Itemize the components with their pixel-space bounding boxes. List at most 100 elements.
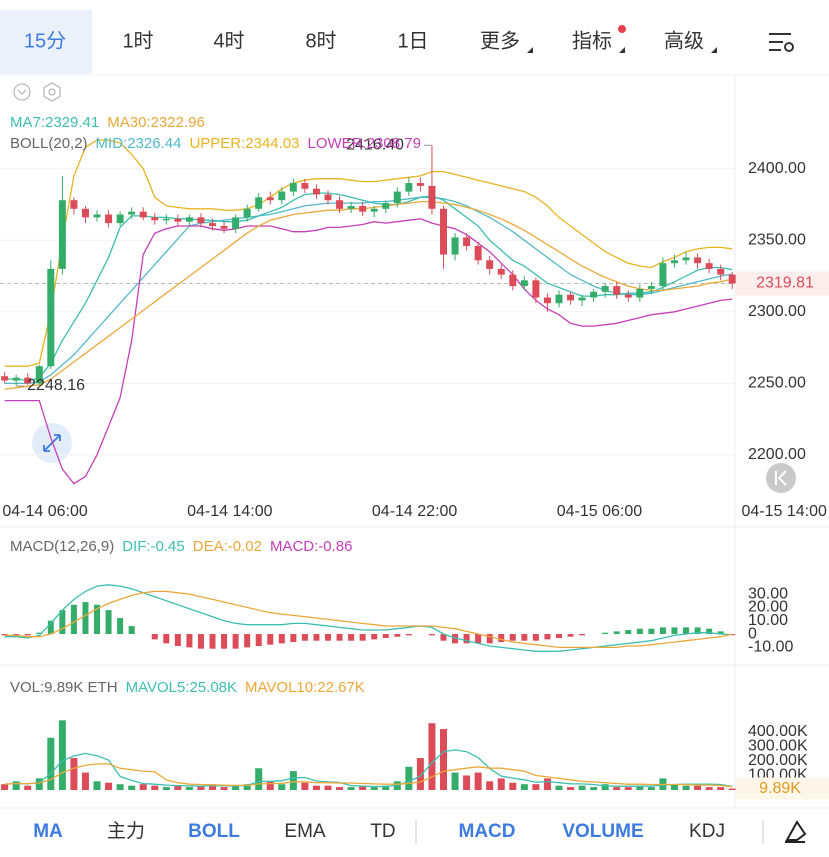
volume-bar — [728, 788, 736, 790]
candle-body — [324, 194, 332, 201]
macd-bar — [498, 634, 505, 643]
candle-body — [278, 191, 286, 201]
macd-bar — [244, 634, 251, 648]
volume-bar — [682, 785, 690, 790]
boll-line — [4, 196, 733, 385]
macd-bar — [671, 627, 678, 635]
candle-body — [1, 376, 9, 381]
volume-bar — [416, 758, 424, 790]
mavol-line — [4, 763, 733, 788]
volume-bar — [47, 737, 55, 790]
candle-body — [705, 263, 713, 269]
candle-body — [12, 377, 20, 381]
tab[interactable]: 更多 — [480, 29, 520, 52]
volume-bar — [151, 785, 159, 790]
macd-bar — [174, 634, 181, 647]
volume-bar — [439, 729, 447, 790]
tab[interactable]: 15分 — [24, 29, 66, 52]
macd-bar — [452, 634, 459, 644]
volume-bar — [232, 785, 240, 790]
boll-line — [4, 139, 733, 367]
macd-bar — [348, 634, 355, 641]
macd-bar — [694, 627, 701, 635]
volume-bar — [139, 784, 147, 790]
macd-bar — [313, 634, 320, 641]
settings-icon[interactable] — [769, 33, 794, 52]
x-tick-label: 04-14 14:00 — [187, 503, 273, 520]
candle-body — [370, 208, 378, 212]
macd-bar — [648, 628, 655, 635]
candle-body — [717, 268, 725, 275]
candle-body — [139, 211, 147, 218]
candle-body — [81, 208, 89, 218]
candle-body — [463, 237, 471, 246]
scroll-latest-button[interactable] — [766, 463, 796, 493]
macd-bar — [683, 627, 690, 635]
indicator-tab[interactable]: 主力 — [107, 820, 145, 842]
volume-bar — [58, 720, 66, 790]
expand-button[interactable] — [32, 423, 72, 463]
macd-bar — [555, 634, 562, 639]
tab[interactable]: 8时 — [305, 29, 336, 52]
y-tick-label: -10.00 — [748, 639, 793, 656]
candle-body — [185, 217, 193, 222]
legend-entry: MAVOL5:25.08K — [126, 679, 237, 696]
macd-bar — [706, 628, 713, 635]
x-tick-label: 04-14 06:00 — [2, 503, 88, 520]
macd-bar — [659, 627, 666, 635]
legend-entry: LOWER:2308.79 — [308, 135, 421, 152]
macd-bar — [24, 634, 31, 636]
indicator-tab[interactable]: MA — [33, 821, 63, 842]
tab[interactable]: 1时 — [122, 29, 153, 52]
candle-body — [105, 214, 113, 224]
indicator-tab[interactable]: BOLL — [188, 821, 240, 842]
last-price-tag — [736, 271, 829, 296]
candle-body — [728, 274, 736, 284]
volume-bar — [35, 778, 43, 790]
candle-body — [289, 183, 297, 192]
macd-bar — [151, 634, 158, 640]
macd-bar — [579, 634, 586, 636]
tab[interactable]: 4时 — [213, 29, 244, 52]
tab[interactable]: 高级 — [664, 29, 704, 52]
macd-bar — [301, 634, 308, 641]
legend-entry: MAVOL10:22.67K — [245, 679, 365, 696]
candle-body — [151, 217, 159, 221]
macd-bar — [47, 620, 54, 635]
x-tick-label: 04-15 06:00 — [557, 503, 643, 520]
tab[interactable]: 指标 — [572, 29, 612, 52]
volume-bar — [289, 771, 297, 790]
macd-bar — [532, 634, 539, 641]
volume-bar — [105, 782, 113, 790]
macd-line — [4, 590, 733, 649]
volume-bar — [543, 778, 551, 790]
volume-bar — [428, 723, 436, 790]
indicator-tab[interactable]: MACD — [459, 821, 516, 842]
candle-body — [474, 246, 482, 261]
candle-body — [405, 183, 413, 192]
y-tick-label: 2400.00 — [748, 160, 806, 177]
volume-bar — [578, 785, 586, 790]
macd-bar — [82, 602, 89, 635]
legend-entry: MACD:-0.86 — [270, 538, 353, 555]
indicator-tab[interactable]: EMA — [284, 821, 326, 842]
panel-icons[interactable] — [13, 82, 61, 102]
indicator-tab[interactable]: TD — [370, 821, 395, 842]
candle-body — [428, 185, 436, 209]
indicator-tab[interactable]: VOLUME — [562, 821, 643, 842]
tab[interactable]: 1日 — [397, 30, 428, 52]
candle-body — [162, 218, 170, 221]
macd-bar — [521, 634, 528, 641]
draw-tool-icon[interactable] — [785, 820, 807, 843]
volume-bar — [474, 772, 482, 790]
macd-bar — [371, 634, 378, 640]
volume-bar — [185, 787, 193, 790]
candle-body — [174, 218, 182, 222]
indicator-tab[interactable]: KDJ — [689, 821, 725, 842]
macd-bar — [70, 604, 77, 635]
volume-bar — [670, 784, 678, 790]
macd-bar — [394, 634, 401, 637]
macd-bar — [278, 634, 285, 644]
